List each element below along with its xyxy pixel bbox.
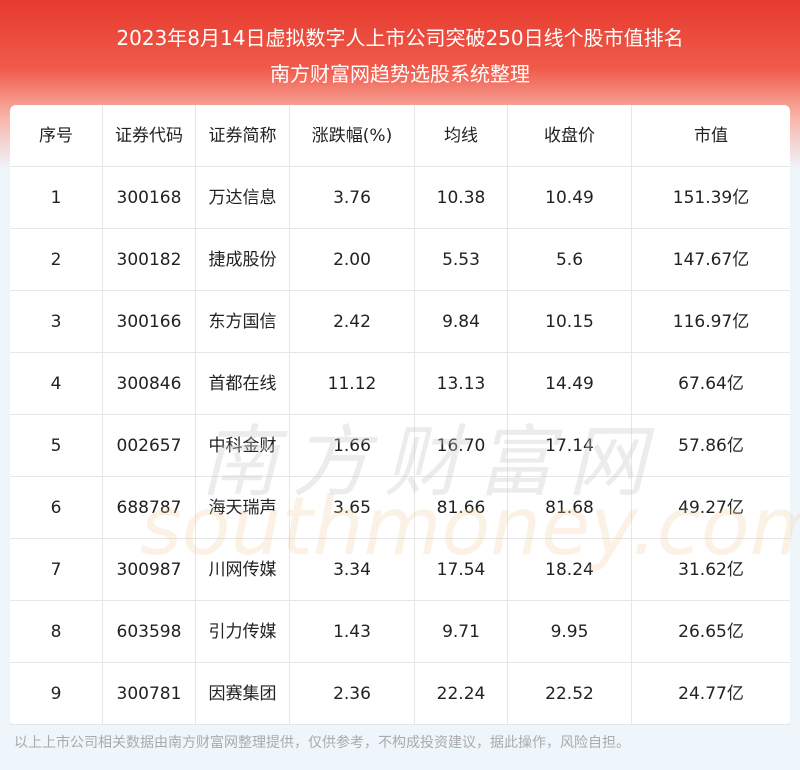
table-cell: 万达信息 <box>196 167 290 229</box>
table-cell: 引力传媒 <box>196 601 290 663</box>
table-cell: 3 <box>10 291 103 353</box>
table-cell: 4 <box>10 353 103 415</box>
table-cell: 3.34 <box>290 539 415 601</box>
table-cell: 16.70 <box>415 415 508 477</box>
table-cell: 26.65亿 <box>632 601 790 663</box>
table-cell: 300182 <box>103 229 196 291</box>
table-cell: 捷成股份 <box>196 229 290 291</box>
table-cell: 300846 <box>103 353 196 415</box>
table-cell: 5.6 <box>508 229 632 291</box>
table-cell: 9.95 <box>508 601 632 663</box>
table-cell: 300166 <box>103 291 196 353</box>
table-cell: 10.38 <box>415 167 508 229</box>
table-cell: 2.36 <box>290 663 415 725</box>
table-cell: 116.97亿 <box>632 291 790 353</box>
table-cell: 67.64亿 <box>632 353 790 415</box>
table-cell: 8 <box>10 601 103 663</box>
table-cell: 6 <box>10 477 103 539</box>
table-cell: 24.77亿 <box>632 663 790 725</box>
table-cell: 海天瑞声 <box>196 477 290 539</box>
table-cell: 49.27亿 <box>632 477 790 539</box>
column-header: 序号 <box>10 105 103 167</box>
title: 2023年8月14日虚拟数字人上市公司突破250日线个股市值排名 <box>116 26 684 50</box>
column-header: 均线 <box>415 105 508 167</box>
table: 序号 证券代码 证券简称 涨跌幅(%) 均线 收盘价 市值 1 300168 万达信息 3.76 10… <box>10 105 790 725</box>
table-cell: 300168 <box>103 167 196 229</box>
table-cell: 151.39亿 <box>632 167 790 229</box>
table-cell: 9 <box>10 663 103 725</box>
table-cell: 147.67亿 <box>632 229 790 291</box>
footer-note: 以上上市公司相关数据由南方财富网整理提供，仅供参考，不构成投资建议，据此操作，风… <box>14 735 630 751</box>
column-header: 证券简称 <box>196 105 290 167</box>
table-cell: 10.49 <box>508 167 632 229</box>
table-cell: 5.53 <box>415 229 508 291</box>
column-header: 市值 <box>632 105 790 167</box>
table-cell: 首都在线 <box>196 353 290 415</box>
table-cell: 2.42 <box>290 291 415 353</box>
table-cell: 因赛集团 <box>196 663 290 725</box>
table-cell: 81.66 <box>415 477 508 539</box>
table-cell: 002657 <box>103 415 196 477</box>
table-cell: 3.76 <box>290 167 415 229</box>
column-header: 涨跌幅(%) <box>290 105 415 167</box>
table-cell: 川网传媒 <box>196 539 290 601</box>
table-cell: 3.65 <box>290 477 415 539</box>
table-cell: 57.86亿 <box>632 415 790 477</box>
table-cell: 1.66 <box>290 415 415 477</box>
table-cell: 东方国信 <box>196 291 290 353</box>
table-cell: 603598 <box>103 601 196 663</box>
table-cell: 31.62亿 <box>632 539 790 601</box>
table-cell: 300781 <box>103 663 196 725</box>
subtitle: 南方财富网趋势选股系统整理 <box>270 62 530 86</box>
table-cell: 17.54 <box>415 539 508 601</box>
table-cell: 2.00 <box>290 229 415 291</box>
table-cell: 7 <box>10 539 103 601</box>
column-header: 收盘价 <box>508 105 632 167</box>
table-cell: 22.24 <box>415 663 508 725</box>
table-cell: 22.52 <box>508 663 632 725</box>
table-cell: 300987 <box>103 539 196 601</box>
table-cell: 1.43 <box>290 601 415 663</box>
table-cell: 17.14 <box>508 415 632 477</box>
table-cell: 81.68 <box>508 477 632 539</box>
table-cell: 1 <box>10 167 103 229</box>
column-header: 证券代码 <box>103 105 196 167</box>
table-cell: 9.71 <box>415 601 508 663</box>
table-cell: 10.15 <box>508 291 632 353</box>
table-cell: 2 <box>10 229 103 291</box>
table-cell: 688787 <box>103 477 196 539</box>
table-cell: 9.84 <box>415 291 508 353</box>
table-cell: 11.12 <box>290 353 415 415</box>
table-cell: 5 <box>10 415 103 477</box>
table-cell: 13.13 <box>415 353 508 415</box>
table-cell: 中科金财 <box>196 415 290 477</box>
table-cell: 18.24 <box>508 539 632 601</box>
table-cell: 14.49 <box>508 353 632 415</box>
